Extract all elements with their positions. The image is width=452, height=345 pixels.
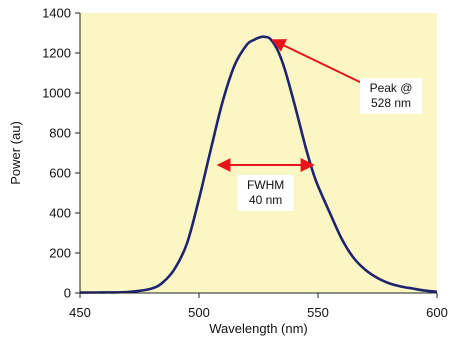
y-tick-label: 200 <box>49 246 71 261</box>
fwhm-label-box <box>237 175 294 211</box>
x-tick-label: 550 <box>307 305 329 320</box>
plot-area <box>80 13 437 293</box>
fwhm-label-line: FWHM <box>247 178 284 192</box>
y-tick-label: 400 <box>49 206 71 221</box>
y-tick-label: 600 <box>49 166 71 181</box>
peak-label-box <box>360 78 422 114</box>
y-ticks: 0 200 400 600 800 1000 1200 1400 <box>42 6 80 301</box>
y-tick-label: 0 <box>64 286 71 301</box>
peak-arrow <box>271 39 365 85</box>
y-tick-label: 800 <box>49 126 71 141</box>
x-tick-label: 500 <box>188 305 210 320</box>
x-ticks: 450 500 550 600 <box>69 293 448 320</box>
x-axis-label: Wavelength (nm) <box>209 321 308 336</box>
y-tick-label: 1400 <box>42 6 71 21</box>
x-tick-label: 450 <box>69 305 91 320</box>
y-axis-label: Power (au) <box>8 121 23 185</box>
y-tick-label: 1000 <box>42 86 71 101</box>
x-tick-label: 600 <box>426 305 448 320</box>
y-tick-label: 1200 <box>42 46 71 61</box>
peak-label-line: Peak @ <box>370 81 413 95</box>
axes <box>79 13 437 294</box>
peak-label-line: 528 nm <box>371 96 411 110</box>
fwhm-label-line: 40 nm <box>249 193 282 207</box>
